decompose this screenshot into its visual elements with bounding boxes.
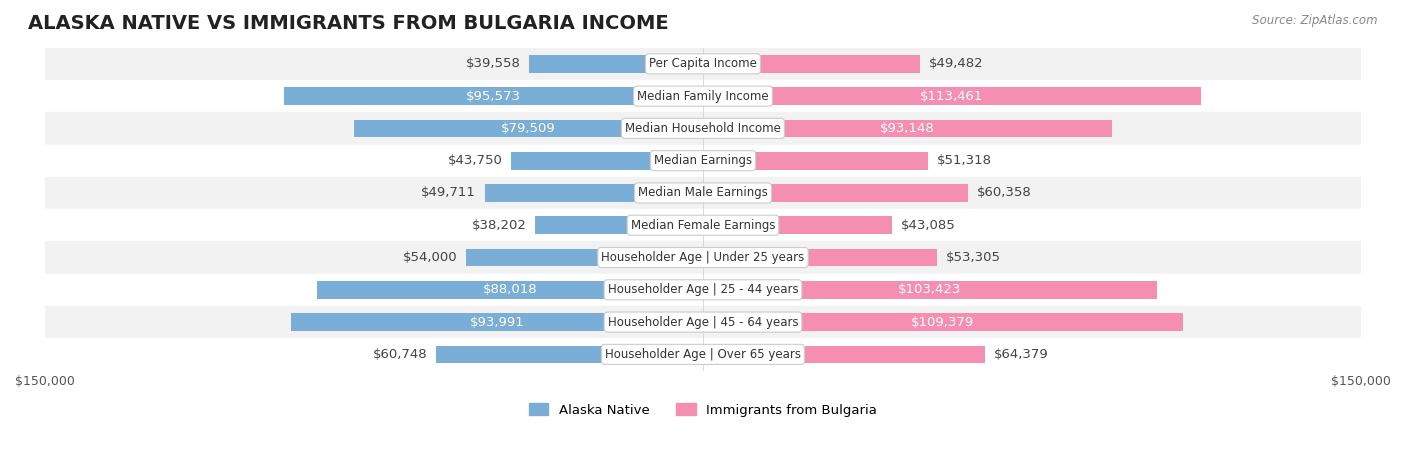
Bar — [703, 87, 1201, 105]
Text: Median Household Income: Median Household Income — [626, 122, 780, 135]
Bar — [45, 80, 1361, 112]
Text: $43,085: $43,085 — [901, 219, 956, 232]
Bar — [703, 313, 1182, 331]
Bar — [703, 184, 967, 202]
Text: $49,711: $49,711 — [422, 186, 477, 199]
Bar — [703, 346, 986, 363]
Bar — [485, 184, 703, 202]
Bar — [284, 87, 703, 105]
Text: Median Earnings: Median Earnings — [654, 154, 752, 167]
Text: $88,018: $88,018 — [482, 283, 537, 297]
Text: Median Family Income: Median Family Income — [637, 90, 769, 103]
Text: $109,379: $109,379 — [911, 316, 974, 329]
Text: Median Male Earnings: Median Male Earnings — [638, 186, 768, 199]
Bar — [703, 55, 920, 73]
Bar — [45, 48, 1361, 80]
Bar — [703, 216, 891, 234]
Text: $38,202: $38,202 — [472, 219, 527, 232]
Text: ALASKA NATIVE VS IMMIGRANTS FROM BULGARIA INCOME: ALASKA NATIVE VS IMMIGRANTS FROM BULGARI… — [28, 14, 669, 33]
Text: Householder Age | 45 - 64 years: Householder Age | 45 - 64 years — [607, 316, 799, 329]
Bar — [703, 120, 1112, 137]
Text: Householder Age | Under 25 years: Householder Age | Under 25 years — [602, 251, 804, 264]
Text: $51,318: $51,318 — [936, 154, 991, 167]
Bar — [703, 281, 1157, 299]
Bar — [45, 209, 1361, 241]
Text: Median Female Earnings: Median Female Earnings — [631, 219, 775, 232]
Text: Source: ZipAtlas.com: Source: ZipAtlas.com — [1253, 14, 1378, 27]
Bar — [45, 145, 1361, 177]
Text: $54,000: $54,000 — [402, 251, 457, 264]
Bar — [45, 338, 1361, 370]
Text: $49,482: $49,482 — [929, 57, 983, 71]
Bar — [291, 313, 703, 331]
Text: $113,461: $113,461 — [920, 90, 984, 103]
Bar — [467, 248, 703, 266]
Text: $93,148: $93,148 — [880, 122, 935, 135]
Text: $60,358: $60,358 — [977, 186, 1032, 199]
Bar — [530, 55, 703, 73]
Text: $43,750: $43,750 — [447, 154, 502, 167]
Text: $103,423: $103,423 — [898, 283, 962, 297]
Bar — [316, 281, 703, 299]
Legend: Alaska Native, Immigrants from Bulgaria: Alaska Native, Immigrants from Bulgaria — [523, 398, 883, 422]
Text: Householder Age | 25 - 44 years: Householder Age | 25 - 44 years — [607, 283, 799, 297]
Bar — [354, 120, 703, 137]
Bar — [703, 248, 936, 266]
Bar — [436, 346, 703, 363]
Bar — [510, 152, 703, 170]
Bar — [536, 216, 703, 234]
Text: $60,748: $60,748 — [373, 348, 427, 361]
Bar — [45, 112, 1361, 145]
Text: $93,991: $93,991 — [470, 316, 524, 329]
Bar — [45, 306, 1361, 338]
Bar — [45, 274, 1361, 306]
Bar — [45, 241, 1361, 274]
Text: $79,509: $79,509 — [501, 122, 555, 135]
Text: $39,558: $39,558 — [465, 57, 520, 71]
Bar — [703, 152, 928, 170]
Text: Householder Age | Over 65 years: Householder Age | Over 65 years — [605, 348, 801, 361]
Bar — [45, 177, 1361, 209]
Text: $53,305: $53,305 — [946, 251, 1001, 264]
Text: $95,573: $95,573 — [465, 90, 520, 103]
Text: Per Capita Income: Per Capita Income — [650, 57, 756, 71]
Text: $64,379: $64,379 — [994, 348, 1049, 361]
